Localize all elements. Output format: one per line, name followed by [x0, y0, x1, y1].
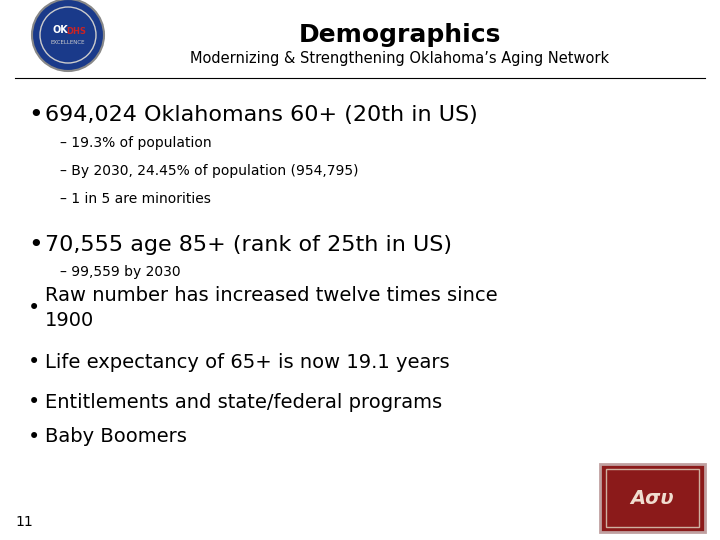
Text: •: •: [28, 427, 40, 447]
Text: Modernizing & Strengthening Oklahoma’s Aging Network: Modernizing & Strengthening Oklahoma’s A…: [190, 51, 610, 65]
Text: •: •: [28, 103, 42, 127]
Text: •: •: [28, 352, 40, 372]
Text: •: •: [28, 392, 40, 412]
Text: Demographics: Demographics: [299, 23, 501, 47]
Text: DHS: DHS: [66, 28, 86, 37]
Circle shape: [32, 0, 104, 71]
Text: Raw number has increased twelve times since
1900: Raw number has increased twelve times si…: [45, 286, 498, 329]
Text: Entitlements and state/federal programs: Entitlements and state/federal programs: [45, 393, 442, 411]
FancyBboxPatch shape: [606, 469, 699, 527]
Text: – By 2030, 24.45% of population (954,795): – By 2030, 24.45% of population (954,795…: [60, 164, 359, 178]
Text: 70,555 age 85+ (rank of 25th in US): 70,555 age 85+ (rank of 25th in US): [45, 235, 452, 255]
Text: Aσυ: Aσυ: [630, 489, 674, 508]
Text: Life expectancy of 65+ is now 19.1 years: Life expectancy of 65+ is now 19.1 years: [45, 353, 449, 372]
Text: OK: OK: [52, 25, 68, 35]
Text: Baby Boomers: Baby Boomers: [45, 428, 187, 447]
Circle shape: [40, 7, 96, 63]
Text: •: •: [28, 233, 42, 257]
FancyBboxPatch shape: [600, 464, 705, 532]
Text: 11: 11: [15, 515, 32, 529]
Text: EXCELLENCE: EXCELLENCE: [50, 39, 85, 44]
Text: – 1 in 5 are minorities: – 1 in 5 are minorities: [60, 192, 211, 206]
Text: •: •: [28, 298, 40, 318]
Text: – 99,559 by 2030: – 99,559 by 2030: [60, 265, 181, 279]
Text: 694,024 Oklahomans 60+ (20th in US): 694,024 Oklahomans 60+ (20th in US): [45, 105, 478, 125]
Text: – 19.3% of population: – 19.3% of population: [60, 136, 212, 150]
